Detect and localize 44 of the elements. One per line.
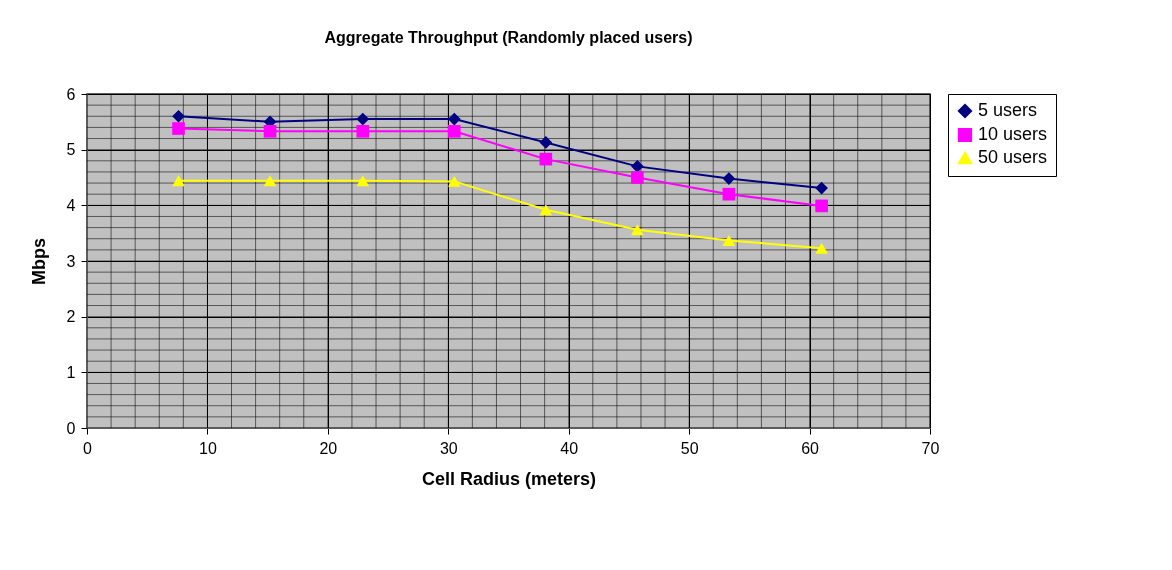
x-tick-label: 30 xyxy=(439,439,458,457)
x-tick-label: 40 xyxy=(560,439,579,457)
point xyxy=(172,122,185,135)
point xyxy=(631,171,644,184)
x-tick-label: 20 xyxy=(319,439,338,457)
x-tick-label: 0 xyxy=(83,439,93,457)
point xyxy=(263,124,277,138)
y-tick-label: 0 xyxy=(66,419,76,437)
y-tick-label: 3 xyxy=(66,252,76,270)
point xyxy=(356,112,370,126)
x-tick-label: 60 xyxy=(801,439,820,457)
point xyxy=(815,181,828,195)
point xyxy=(722,172,736,185)
legend-label: 10 users xyxy=(978,124,1048,144)
point xyxy=(631,224,644,236)
point xyxy=(815,242,828,254)
point xyxy=(447,112,461,126)
point xyxy=(539,152,553,166)
point xyxy=(447,124,461,138)
legend-label: 50 users xyxy=(978,147,1048,167)
point xyxy=(631,160,644,173)
y-tick-label: 4 xyxy=(66,196,76,214)
point xyxy=(172,109,185,123)
y-axis-title: Mbps xyxy=(28,238,49,285)
point xyxy=(356,124,370,138)
point xyxy=(539,136,553,149)
point xyxy=(539,204,553,216)
chart-title: Aggregate Throughput (Randomly placed users) xyxy=(324,29,693,46)
point xyxy=(447,175,461,187)
point xyxy=(356,175,370,187)
y-tick-label: 1 xyxy=(66,363,76,381)
point xyxy=(722,187,736,201)
point xyxy=(722,234,736,246)
x-tick-label: 10 xyxy=(199,439,217,457)
y-tick-label: 5 xyxy=(66,141,76,159)
y-tick-label: 2 xyxy=(66,308,76,326)
x-tick-label: 50 xyxy=(680,439,699,457)
point xyxy=(172,175,185,187)
point xyxy=(263,175,277,187)
y-tick-label: 6 xyxy=(66,85,76,103)
point xyxy=(815,199,828,213)
legend-label: 5 users xyxy=(978,100,1038,120)
x-tick-label: 70 xyxy=(921,439,940,457)
x-axis-title: Cell Radius (meters) xyxy=(421,468,597,489)
